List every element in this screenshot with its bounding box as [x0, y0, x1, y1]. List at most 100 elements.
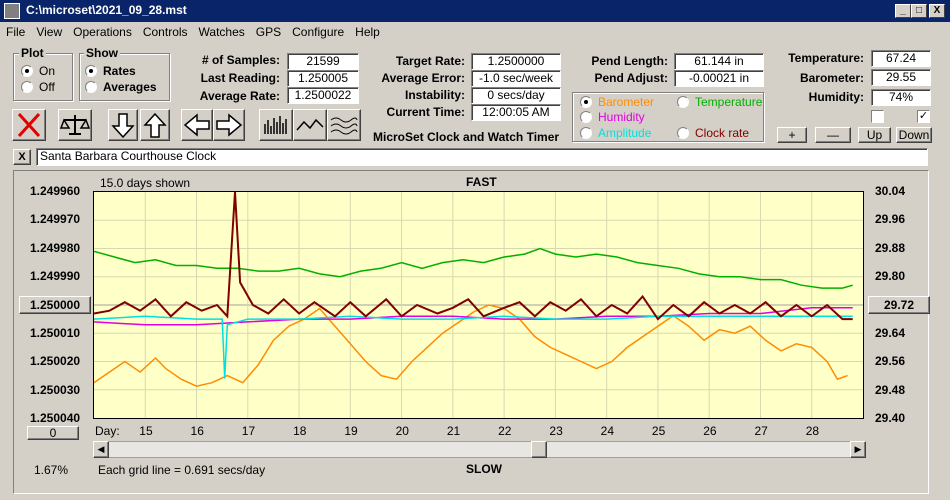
- right-y-tick: 30.04: [875, 184, 906, 198]
- chart-frame: [13, 170, 929, 494]
- wave-view-button[interactable]: [327, 109, 361, 141]
- maximize-button[interactable]: □: [911, 4, 927, 18]
- averages-label: Averages: [103, 80, 157, 94]
- arrow-left-icon: [183, 113, 210, 137]
- left-y-tick: 1.250040: [30, 411, 81, 425]
- right-axis-center-button[interactable]: 29.72: [868, 296, 930, 314]
- x-tick-label: 26: [703, 424, 717, 438]
- x-tick-label: 28: [805, 424, 820, 438]
- menu-controls[interactable]: Controls: [142, 25, 188, 39]
- average-rate-label: Average Rate:: [199, 89, 280, 103]
- average-error-label: Average Error:: [381, 71, 465, 85]
- humidity-radio[interactable]: [580, 111, 592, 123]
- current-time-label: Current Time:: [386, 105, 465, 119]
- right-y-tick: 29.48: [875, 383, 906, 397]
- stop-button[interactable]: [12, 109, 46, 141]
- arrow-right-icon: [216, 113, 243, 137]
- slow-label: SLOW: [466, 462, 502, 476]
- left-y-tick: 1.250030: [30, 383, 81, 397]
- scroll-right-icon: ▶: [854, 444, 862, 454]
- plot-off-radio[interactable]: [21, 81, 33, 93]
- x-tick-label: 22: [498, 424, 512, 438]
- x-tick-label: 23: [549, 424, 563, 438]
- title-bar: C:\microset\2021_09_28.mst _ □ X: [0, 0, 950, 22]
- plot-off-label: Off: [39, 80, 55, 94]
- left-y-tick: 1.249970: [30, 212, 81, 226]
- sensor-checkbox-2[interactable]: ✓: [917, 110, 930, 123]
- down-button[interactable]: Down: [896, 127, 932, 143]
- right-y-tick: 29.88: [875, 241, 906, 255]
- plus-button[interactable]: +: [777, 127, 807, 143]
- right-y-tick: 29.56: [875, 354, 906, 368]
- x-tick-label: 17: [241, 424, 256, 438]
- zero-button[interactable]: 0: [27, 426, 79, 440]
- left-y-tick: 1.249980: [30, 241, 81, 255]
- plot-on-radio[interactable]: [21, 65, 33, 77]
- rates-label: Rates: [103, 64, 136, 78]
- pend-adjust-field: -0.00021 in: [674, 70, 764, 87]
- left-y-tick: 1.249990: [30, 269, 81, 283]
- menu-view[interactable]: View: [36, 25, 63, 39]
- scroll-left-icon: ◀: [97, 444, 105, 454]
- clock-rate-radio[interactable]: [677, 127, 689, 139]
- menu-gps[interactable]: GPS: [255, 25, 282, 39]
- close-button[interactable]: X: [929, 4, 945, 18]
- instability-field: 0 secs/day: [471, 87, 561, 104]
- menu-file[interactable]: File: [6, 25, 26, 39]
- temperature-series-line: [94, 247, 853, 289]
- left-axis-center-button[interactable]: 1.250000: [19, 296, 91, 314]
- amplitude-radio[interactable]: [580, 127, 592, 139]
- line-view-button[interactable]: [293, 109, 327, 141]
- sensor-checkbox-1[interactable]: [871, 110, 884, 123]
- barometer-reading-field: 29.55: [871, 69, 931, 86]
- down-arrow-button[interactable]: [108, 109, 138, 141]
- scroll-left-button[interactable]: ◀: [93, 441, 109, 458]
- current-time-field: 12:00:05 AM: [471, 104, 561, 121]
- right-arrow-button[interactable]: [213, 109, 245, 141]
- minus-button[interactable]: —: [815, 127, 851, 143]
- series-selector: [572, 92, 764, 142]
- minimize-button[interactable]: _: [895, 4, 911, 18]
- scroll-right-button[interactable]: ▶: [850, 441, 866, 458]
- menu-help[interactable]: Help: [355, 25, 380, 39]
- right-y-tick: 29.80: [875, 269, 906, 283]
- horizontal-scrollbar[interactable]: [93, 441, 866, 458]
- last-reading-label: Last Reading:: [200, 71, 280, 85]
- plot-area[interactable]: [93, 191, 864, 419]
- pend-adjust-label: Pend Adjust:: [594, 71, 668, 85]
- scale-icon: [59, 115, 91, 135]
- x-tick-label: 21: [446, 424, 461, 438]
- amplitude-series-line: [94, 315, 853, 379]
- watch-name-input[interactable]: Santa Barbara Courthouse Clock: [36, 148, 928, 166]
- x-tick-label: 16: [190, 424, 204, 438]
- menu-configure[interactable]: Configure: [292, 25, 345, 39]
- up-arrow-button[interactable]: [140, 109, 170, 141]
- x-tick-label: 20: [395, 424, 409, 438]
- menu-operations[interactable]: Operations: [73, 25, 132, 39]
- bars-view-button[interactable]: [259, 109, 293, 141]
- rates-radio[interactable]: [85, 65, 97, 77]
- left-arrow-button[interactable]: [181, 109, 213, 141]
- bars-icon: [264, 116, 287, 134]
- scroll-thumb[interactable]: [531, 441, 547, 458]
- x-tick-label: 24: [600, 424, 615, 438]
- averages-radio[interactable]: [85, 81, 97, 93]
- up-button[interactable]: Up: [858, 127, 891, 143]
- pend-length-label: Pend Length:: [591, 54, 668, 68]
- plot-on-label: On: [39, 64, 56, 78]
- pend-length-field: 61.144 in: [674, 53, 764, 70]
- average-rate-field: 1.2500022: [287, 87, 359, 104]
- temperature-radio[interactable]: [677, 96, 689, 108]
- menu-watches[interactable]: Watches: [198, 25, 245, 39]
- balance-button[interactable]: [58, 109, 92, 141]
- arrow-down-icon: [111, 113, 135, 139]
- barometer-series-line: [94, 304, 848, 387]
- barometer-label: Barometer: [598, 95, 655, 109]
- barometer-radio[interactable]: [580, 96, 592, 108]
- watch-close-button[interactable]: X: [13, 149, 31, 165]
- x-tick-label: 18: [293, 424, 307, 438]
- arrow-up-icon: [143, 112, 167, 138]
- grid-note: Each grid line = 0.691 secs/day: [98, 463, 266, 477]
- show-group: [79, 53, 170, 101]
- target-rate-label: Target Rate:: [395, 54, 465, 68]
